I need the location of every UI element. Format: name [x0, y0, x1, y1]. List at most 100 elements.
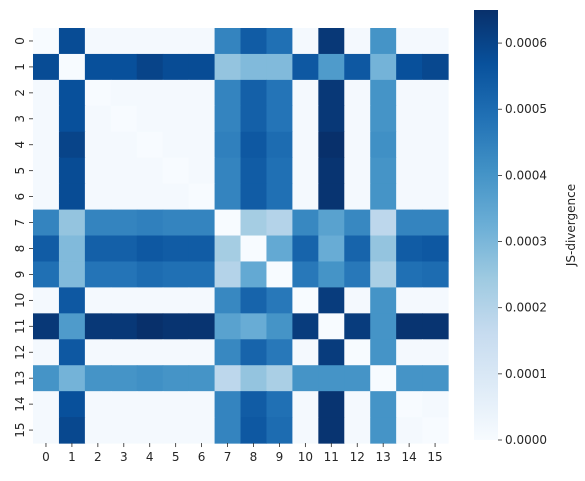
heatmap-cell — [162, 313, 190, 340]
heatmap-cell — [214, 28, 242, 55]
heatmap-cell — [33, 131, 60, 159]
x-tick-label: 8 — [250, 450, 258, 464]
heatmap-cell — [344, 131, 371, 159]
heatmap-cell — [240, 53, 268, 81]
y-tick-label: 13 — [13, 371, 27, 386]
heatmap-cell — [110, 339, 138, 366]
heatmap-cell — [292, 287, 319, 314]
heatmap-cell — [162, 287, 190, 314]
heatmap-cell — [370, 79, 397, 107]
x-axis-ticks: 0 1 2 3 4 5 6 7 8 9 10 11 12 13 14 15 — [42, 443, 443, 464]
y-tick-label: 10 — [13, 293, 27, 308]
colorbar-label: JS-divergence — [564, 184, 578, 267]
heatmap-cell — [162, 157, 190, 185]
heatmap-cell — [214, 391, 242, 418]
heatmap-cell — [422, 157, 449, 185]
heatmap-cell — [84, 28, 112, 55]
heatmap-cell — [162, 235, 190, 263]
heatmap-cell — [188, 417, 216, 444]
heatmap-cell — [266, 391, 293, 418]
heatmap-cell — [292, 28, 319, 55]
heatmap-cell — [188, 235, 216, 263]
heatmap-cell — [370, 287, 397, 314]
heatmap-cell — [266, 287, 293, 314]
heatmap-cell — [344, 79, 371, 107]
heatmap-cell — [110, 79, 138, 107]
heatmap-cell — [292, 209, 319, 237]
heatmap-cell — [214, 131, 242, 159]
heatmap-cell — [162, 28, 190, 55]
colorbar-tick-label: 0.0004 — [505, 168, 547, 182]
heatmap-cell — [370, 365, 397, 392]
heatmap-cell — [84, 339, 112, 366]
heatmap-cell — [422, 28, 449, 55]
heatmap-cell — [33, 28, 60, 55]
heatmap-cell — [162, 183, 190, 211]
x-tick-label: 15 — [427, 450, 442, 464]
heatmap-cell — [110, 365, 138, 392]
heatmap-cell — [422, 391, 449, 418]
x-tick-label: 12 — [350, 450, 365, 464]
heatmap-cell — [318, 261, 345, 288]
heatmap-cell — [318, 53, 345, 81]
heatmap-cell — [266, 53, 293, 81]
x-tick-label: 1 — [68, 450, 76, 464]
heatmap-cell — [292, 313, 319, 340]
heatmap-cell — [240, 105, 268, 133]
heatmap-cell — [292, 131, 319, 159]
heatmap-cell — [33, 261, 60, 288]
heatmap-cell — [240, 28, 268, 55]
heatmap-cell — [33, 157, 60, 185]
heatmap-cell — [58, 157, 86, 185]
heatmap-cell — [162, 105, 190, 133]
heatmap-cell — [136, 365, 164, 392]
heatmap-cell — [58, 79, 86, 107]
heatmap-cell — [84, 417, 112, 444]
y-tick-label: 1 — [13, 63, 27, 71]
heatmap-cell — [318, 391, 345, 418]
y-tick-label: 9 — [13, 271, 27, 279]
heatmap-cell — [370, 209, 397, 237]
heatmap-cell — [136, 209, 164, 237]
heatmap-cell — [266, 79, 293, 107]
y-tick-label: 0 — [13, 37, 27, 45]
heatmap-cell — [214, 417, 242, 444]
heatmap-cell — [188, 79, 216, 107]
heatmap-cell — [396, 365, 423, 392]
y-tick-label: 2 — [13, 89, 27, 97]
heatmap-cell — [396, 261, 423, 288]
heatmap-cell — [110, 391, 138, 418]
heatmap-cell — [370, 157, 397, 185]
heatmap-cell — [292, 105, 319, 133]
heatmap-cell — [318, 235, 345, 263]
x-tick-label: 13 — [376, 450, 391, 464]
heatmap-cell — [292, 183, 319, 211]
heatmap-cell — [240, 365, 268, 392]
heatmap-cell — [214, 79, 242, 107]
x-tick-label: 0 — [42, 450, 50, 464]
heatmap-cell — [58, 339, 86, 366]
heatmap-cell — [344, 417, 371, 444]
x-tick-label: 3 — [120, 450, 128, 464]
heatmap-cell — [58, 391, 86, 418]
heatmap-cell — [136, 339, 164, 366]
heatmap-cell — [266, 417, 293, 444]
y-tick-label: 15 — [13, 422, 27, 437]
heatmap-cell — [344, 209, 371, 237]
heatmap-cell — [344, 105, 371, 133]
heatmap-cell — [84, 209, 112, 237]
heatmap-cell — [214, 183, 242, 211]
heatmap-cell — [136, 183, 164, 211]
heatmap-cell — [240, 339, 268, 366]
heatmap-cell — [292, 235, 319, 263]
heatmap-cell — [58, 28, 86, 55]
heatmap-cell — [292, 79, 319, 107]
heatmap-cell — [136, 53, 164, 81]
heatmap-cell — [110, 53, 138, 81]
heatmap-cell — [188, 183, 216, 211]
x-tick-label: 2 — [94, 450, 102, 464]
heatmap-cell — [162, 391, 190, 418]
heatmap-cell — [318, 313, 345, 340]
heatmap-cell — [84, 287, 112, 314]
heatmap-cell — [396, 131, 423, 159]
